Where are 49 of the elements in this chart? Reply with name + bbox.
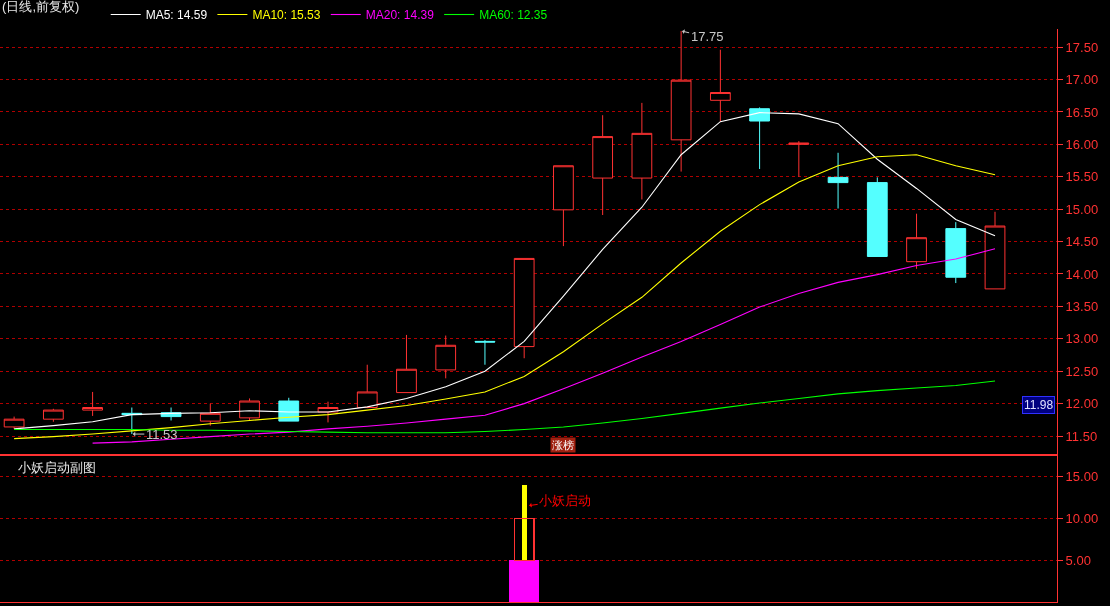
legend-label: MA20: 14.39 bbox=[365, 8, 435, 23]
candlestick bbox=[435, 335, 457, 379]
y-tick-label: 13.50 bbox=[1065, 298, 1099, 314]
legend-label: MA60: 12.35 bbox=[479, 8, 548, 23]
y-tick-label: 13.00 bbox=[1065, 331, 1099, 347]
y-tick-label: 15.00 bbox=[1065, 201, 1099, 217]
candlestick bbox=[356, 364, 378, 409]
y-tick-label: 14.00 bbox=[1065, 266, 1099, 282]
candlestick bbox=[592, 114, 614, 216]
candlestick bbox=[827, 152, 849, 210]
annotation: 小妖启动 bbox=[539, 493, 591, 508]
candlestick bbox=[513, 257, 535, 359]
candlestick bbox=[396, 334, 417, 394]
y-tick-label: 15.00 bbox=[1065, 469, 1099, 485]
candlestick bbox=[906, 213, 927, 270]
y-tick-label: 15.50 bbox=[1065, 169, 1099, 185]
annotation: 11.53 bbox=[146, 427, 178, 442]
candlestick bbox=[553, 165, 574, 247]
y-tick-label: 12.00 bbox=[1065, 396, 1099, 412]
candlestick bbox=[3, 416, 25, 430]
y-tick-label: 5.00 bbox=[1065, 552, 1091, 568]
candlestick bbox=[709, 49, 731, 123]
candlestick bbox=[788, 140, 810, 178]
line-series bbox=[13, 154, 996, 440]
candlestick bbox=[631, 102, 653, 200]
legend-label: MA5: 14.59 bbox=[145, 8, 208, 23]
y-tick-label: 10.00 bbox=[1065, 511, 1099, 527]
candlestick bbox=[82, 391, 103, 417]
candlestick bbox=[199, 403, 221, 427]
line-series bbox=[13, 112, 996, 430]
annotation: 涨榜 bbox=[552, 439, 574, 451]
candlestick bbox=[42, 408, 64, 423]
y-tick-label: 17.00 bbox=[1065, 72, 1099, 88]
annotation: 17.75 bbox=[691, 29, 724, 44]
legend-label: MA10: 15.53 bbox=[252, 8, 321, 23]
candlestick bbox=[239, 397, 260, 421]
text: 11.98 bbox=[1024, 398, 1054, 412]
candlestick bbox=[474, 339, 496, 366]
candlestick bbox=[984, 211, 1006, 290]
chart-title: (日线,前复权) bbox=[2, 0, 80, 15]
y-tick-label: 12.50 bbox=[1065, 363, 1099, 379]
chart-title: 小妖启动副图 bbox=[18, 460, 96, 475]
y-tick-label: 14.50 bbox=[1065, 234, 1099, 250]
candlestick bbox=[866, 176, 888, 257]
candlestick bbox=[945, 221, 967, 284]
y-tick-label: 16.50 bbox=[1065, 104, 1099, 120]
y-tick-label: 11.50 bbox=[1065, 428, 1098, 444]
y-tick-label: 16.00 bbox=[1065, 136, 1099, 152]
y-tick-label: 17.50 bbox=[1065, 39, 1099, 55]
